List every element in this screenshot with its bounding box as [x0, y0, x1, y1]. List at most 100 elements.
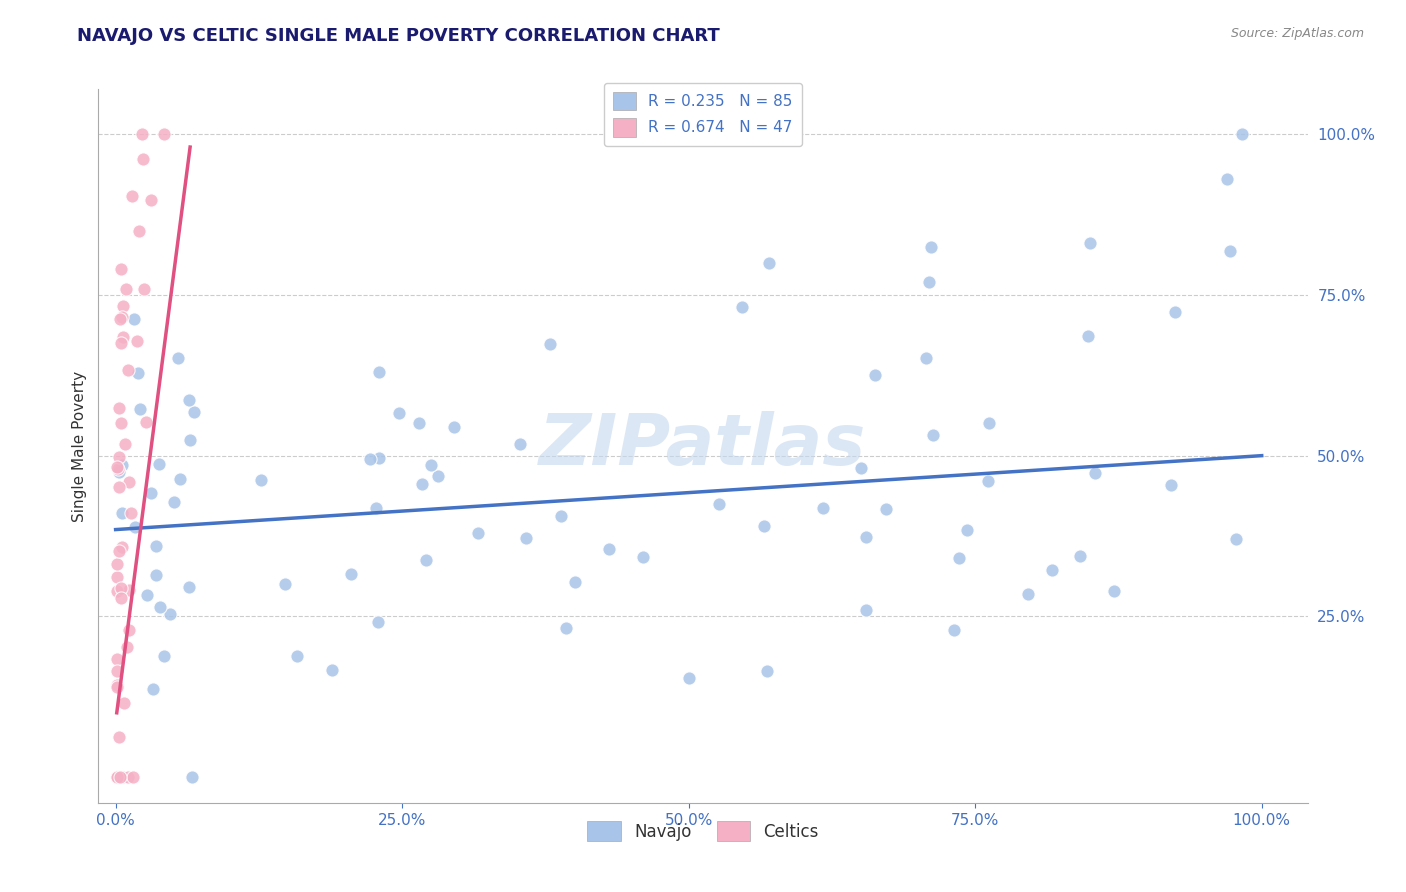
Point [875, 501, 897, 516]
Text: Source: ZipAtlas.com: Source: ZipAtlas.com [1230, 27, 1364, 40]
Point [111, 506, 134, 520]
Point [163, 495, 186, 509]
Point [180, 770, 202, 784]
Point [509, 437, 531, 451]
Point [366, 501, 388, 516]
Point [167, 351, 190, 365]
Point [183, 405, 205, 419]
Point [115, 640, 138, 654]
Point [122, 770, 145, 784]
Point [415, 553, 437, 567]
Legend: Navajo, Celtics: Navajo, Celtics [581, 814, 825, 848]
Point [145, 567, 167, 582]
Point [110, 581, 132, 595]
Point [135, 588, 157, 602]
Point [105, 680, 128, 694]
Point [554, 621, 576, 635]
Point [110, 770, 132, 784]
Text: NAVAJO VS CELTIC SINGLE MALE POVERTY CORRELATION CHART: NAVAJO VS CELTIC SINGLE MALE POVERTY COR… [77, 27, 720, 45]
Point [108, 730, 131, 744]
Point [111, 310, 134, 324]
Point [110, 591, 132, 606]
Point [118, 623, 141, 637]
Y-axis label: Single Male Poverty: Single Male Poverty [72, 370, 87, 522]
Point [388, 406, 411, 420]
Point [159, 607, 181, 621]
Point [107, 664, 129, 678]
Point [922, 427, 945, 442]
Point [111, 458, 134, 472]
Point [467, 525, 489, 540]
Point [153, 649, 176, 664]
Point [153, 127, 176, 141]
Point [359, 451, 381, 466]
Point [1160, 477, 1182, 491]
Point [105, 652, 128, 666]
Point [169, 472, 191, 486]
Point [114, 282, 136, 296]
Point [1084, 467, 1107, 481]
Point [177, 392, 200, 407]
Point [111, 330, 134, 344]
Point [1077, 329, 1099, 343]
Point [915, 351, 938, 366]
Point [105, 570, 128, 584]
Point [117, 770, 139, 784]
Point [321, 663, 343, 677]
Point [127, 366, 149, 380]
Point [979, 416, 1001, 430]
Point [145, 539, 167, 553]
Point [1040, 564, 1063, 578]
Point [177, 580, 200, 594]
Point [855, 530, 877, 544]
Point [111, 540, 134, 554]
Point [758, 256, 780, 270]
Point [1102, 583, 1125, 598]
Point [752, 519, 775, 533]
Point [107, 465, 129, 479]
Point [120, 506, 142, 520]
Point [107, 462, 129, 476]
Point [813, 500, 835, 515]
Point [135, 415, 157, 429]
Point [411, 476, 433, 491]
Point [339, 567, 361, 582]
Point [678, 671, 700, 685]
Point [1069, 549, 1091, 564]
Point [408, 417, 430, 431]
Point [918, 275, 941, 289]
Point [110, 335, 132, 350]
Point [250, 473, 273, 487]
Point [420, 458, 443, 472]
Point [149, 600, 172, 615]
Point [110, 416, 132, 430]
Point [141, 681, 163, 696]
Point [943, 623, 966, 637]
Point [117, 362, 139, 376]
Point [121, 189, 143, 203]
Point [285, 649, 308, 664]
Point [977, 474, 1000, 488]
Point [148, 457, 170, 471]
Point [920, 240, 942, 254]
Point [1216, 172, 1239, 186]
Point [110, 312, 132, 326]
Point [107, 544, 129, 558]
Point [122, 311, 145, 326]
Point [730, 300, 752, 314]
Point [108, 480, 131, 494]
Point [111, 299, 134, 313]
Point [631, 550, 654, 565]
Point [849, 461, 872, 475]
Point [107, 450, 129, 465]
Point [1078, 236, 1101, 251]
Point [118, 583, 141, 598]
Point [368, 365, 391, 379]
Point [538, 337, 561, 351]
Point [125, 334, 148, 348]
Point [131, 127, 153, 141]
Point [948, 550, 970, 565]
Point [111, 770, 134, 784]
Point [443, 420, 465, 434]
Point [105, 557, 128, 571]
